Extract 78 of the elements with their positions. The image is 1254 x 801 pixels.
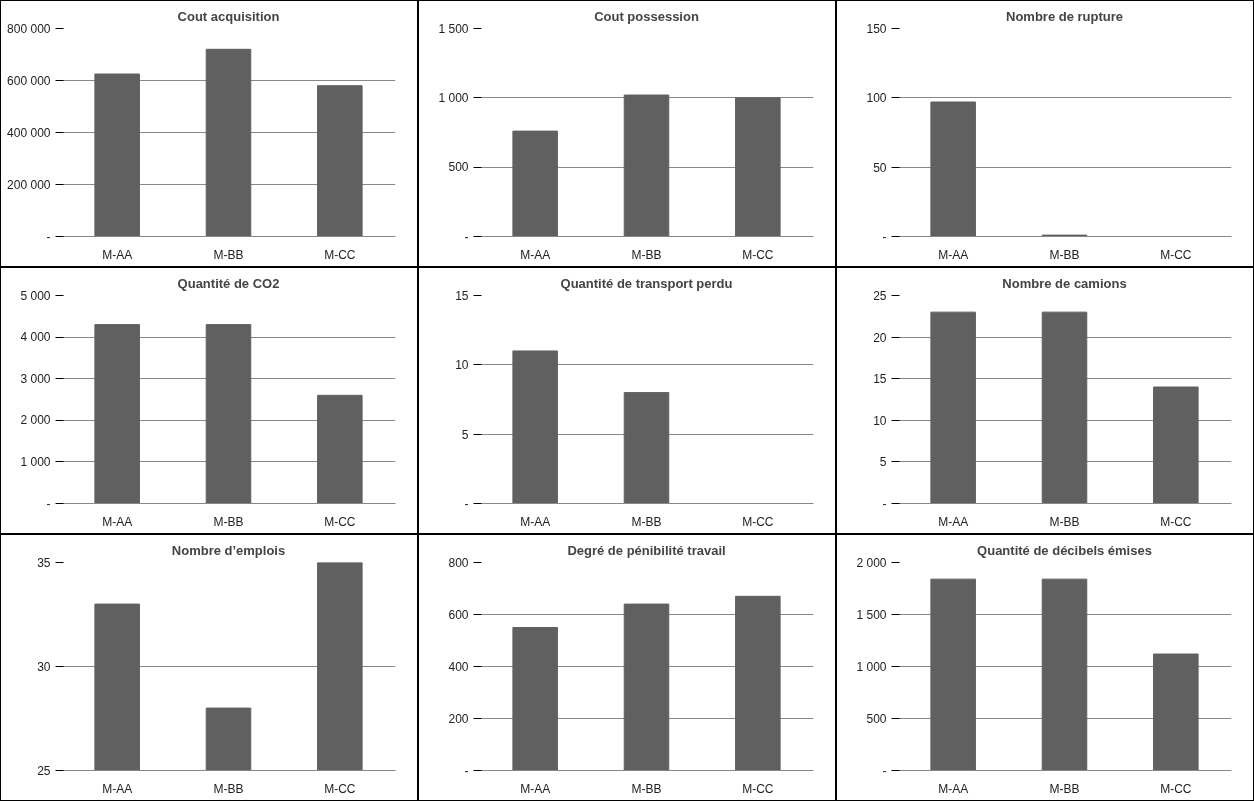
y-tick-label: - <box>464 497 469 511</box>
y-tick-label: 1 500 <box>856 607 887 622</box>
y-tick-label: 2 000 <box>20 413 51 428</box>
y-tick-label: 4 000 <box>20 330 51 345</box>
x-tick-label: M-BB <box>631 514 662 529</box>
x-tick-label: M-AA <box>520 514 551 529</box>
y-tick-label: - <box>882 230 887 244</box>
chart-title: Nombre d’emplois <box>171 542 286 558</box>
y-tick-label: 1 000 <box>438 90 469 105</box>
y-tick-label: 10 <box>455 358 469 373</box>
y-tick-label: 3 000 <box>20 371 51 386</box>
x-tick-label: M-BB <box>213 247 244 262</box>
y-tick-label: 1 000 <box>856 659 887 674</box>
y-tick-label: 15 <box>873 372 887 387</box>
y-tick-label: 1 000 <box>20 454 51 469</box>
y-tick-label: 2 000 <box>856 555 887 570</box>
chart-title: Nombre de rupture <box>1005 8 1124 24</box>
y-tick-label: 35 <box>37 556 51 570</box>
x-tick-label: M-CC <box>1160 514 1192 529</box>
y-tick-label: 600 000 <box>7 73 51 88</box>
y-tick-label: 50 <box>873 160 887 175</box>
y-tick-label: - <box>464 764 469 778</box>
y-tick-label: 25 <box>37 764 51 778</box>
y-tick-label: 150 <box>866 22 887 36</box>
y-tick-label: 5 <box>879 455 887 470</box>
x-tick-label: M-AA <box>102 247 133 262</box>
x-tick-label: M-BB <box>1049 514 1080 529</box>
y-tick-label: 200 000 <box>7 177 51 192</box>
y-tick-label: 400 000 <box>7 125 51 140</box>
y-tick-label: 20 <box>873 330 887 345</box>
chart-title: Nombre de camions <box>1002 275 1127 291</box>
x-tick-label: M-BB <box>631 781 662 796</box>
x-tick-label: M-BB <box>1049 781 1080 796</box>
y-tick-label: 15 <box>455 289 469 303</box>
y-tick-label: 30 <box>37 660 51 674</box>
x-tick-label: M-AA <box>938 247 969 262</box>
x-tick-label: M-CC <box>324 247 356 262</box>
y-tick-label: 25 <box>873 289 887 303</box>
x-tick-label: M-AA <box>102 514 133 529</box>
x-tick-label: M-CC <box>742 247 774 262</box>
x-tick-label: M-CC <box>1160 247 1192 262</box>
chart-title: Quantité de transport perdu <box>560 275 733 291</box>
x-tick-label: M-CC <box>742 781 774 796</box>
x-tick-label: M-AA <box>938 514 969 529</box>
y-tick-label: 200 <box>448 712 469 726</box>
x-tick-label: M-CC <box>324 781 356 796</box>
chart-title: Quantité de décibels émises <box>977 542 1152 558</box>
x-tick-label: M-CC <box>324 514 356 529</box>
y-tick-label: 400 <box>448 660 469 674</box>
x-tick-label: M-BB <box>213 514 244 529</box>
y-tick-label: 600 <box>448 608 469 622</box>
x-tick-label: M-BB <box>1049 247 1080 262</box>
y-tick-label: 800 000 <box>7 21 51 36</box>
y-tick-label: - <box>46 229 51 244</box>
x-tick-label: M-BB <box>213 781 244 796</box>
x-tick-label: M-AA <box>102 781 133 796</box>
x-tick-label: M-CC <box>742 514 774 529</box>
y-tick-label: 500 <box>448 160 469 175</box>
chart-title: Cout possession <box>594 8 699 24</box>
chart-title: Cout acquisition <box>177 8 280 24</box>
y-tick-label: - <box>882 497 887 511</box>
chart-title: Degré de pénibilité travail <box>567 542 726 558</box>
y-tick-label: 5 000 <box>20 288 51 303</box>
y-tick-label: 800 <box>448 556 469 570</box>
y-tick-label: 5 <box>461 427 469 442</box>
chart-title: Quantité de CO2 <box>177 275 280 291</box>
y-tick-label: 10 <box>873 413 887 428</box>
x-tick-label: M-AA <box>520 781 551 796</box>
y-tick-label: 1 500 <box>438 21 469 36</box>
x-tick-label: M-BB <box>631 247 662 262</box>
y-tick-label: - <box>464 229 469 244</box>
y-tick-label: 500 <box>866 711 887 726</box>
y-tick-label: - <box>882 763 887 778</box>
x-tick-label: M-CC <box>1160 781 1192 796</box>
x-tick-label: M-AA <box>938 781 969 796</box>
x-tick-label: M-AA <box>520 247 551 262</box>
y-tick-label: - <box>46 496 51 511</box>
y-tick-label: 100 <box>866 91 887 106</box>
